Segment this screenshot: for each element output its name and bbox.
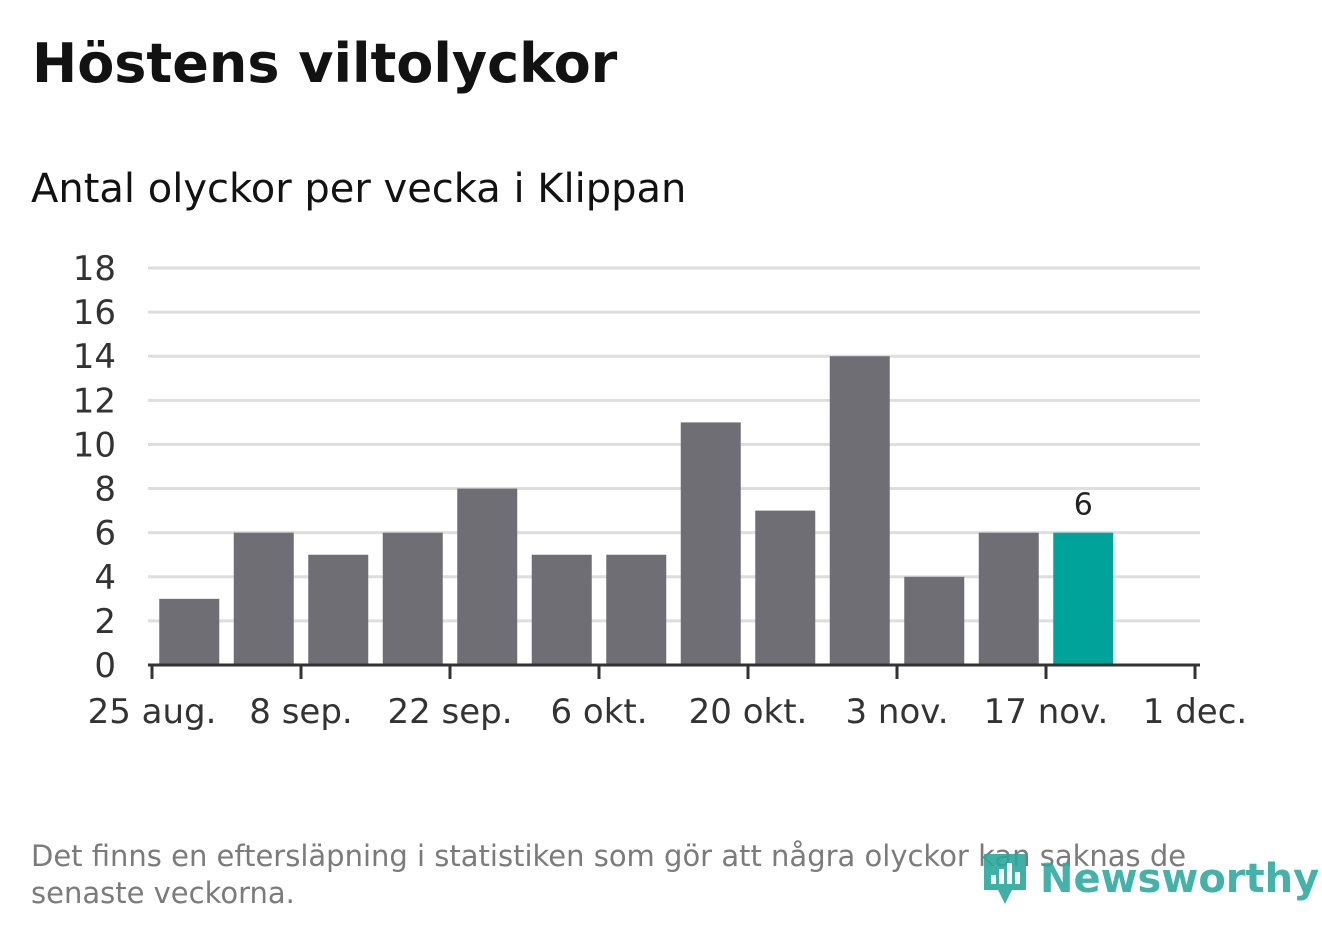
bar-17-nov	[978, 532, 1039, 665]
y-tick-label: 12	[73, 381, 116, 421]
x-tick-label: 22 sep.	[387, 692, 512, 732]
bar-8-sep	[233, 532, 294, 665]
data-labels: 6	[1074, 488, 1093, 523]
bar-22-sep	[382, 532, 443, 665]
bar-15-sep	[308, 554, 369, 665]
y-tick-label: 14	[73, 337, 116, 377]
bar-24-nov	[1053, 532, 1114, 665]
bars	[159, 356, 1114, 665]
brand-name: Newsworthy	[1040, 856, 1320, 902]
x-tick-label: 17 nov.	[984, 692, 1109, 732]
y-tick-label: 8	[94, 470, 116, 510]
y-tick-label: 18	[73, 249, 116, 289]
bar-13-okt	[606, 554, 667, 665]
x-tick-label: 25 aug.	[88, 692, 217, 732]
bar-20-okt	[680, 422, 741, 665]
chart-title: Höstens viltolyckor	[32, 32, 618, 95]
y-tick-label: 16	[73, 293, 116, 333]
bar-3-nov	[829, 356, 890, 665]
chart-subtitle: Antal olyckor per vecka i Klippan	[31, 166, 687, 212]
y-tick-label: 10	[73, 425, 116, 465]
newsworthy-logo-icon	[984, 854, 1026, 904]
y-tick-label: 2	[94, 602, 116, 642]
bar-27-okt	[755, 510, 816, 665]
bar-29-sep	[457, 488, 518, 665]
bar-10-nov	[904, 576, 965, 665]
bar-1-sep	[159, 598, 220, 665]
x-tick-label: 20 okt.	[689, 692, 808, 732]
bar-6-okt	[531, 554, 592, 665]
y-tick-label: 4	[94, 558, 116, 598]
y-tick-label: 6	[94, 514, 116, 554]
x-tick-label: 3 nov.	[845, 692, 948, 732]
data-label: 6	[1074, 488, 1093, 523]
gridlines	[148, 266, 1200, 623]
brand-logo: Newsworthy	[980, 850, 1319, 908]
x-tick-label: 1 dec.	[1143, 692, 1247, 732]
x-tick-label: 8 sep.	[249, 692, 352, 732]
y-tick-label: 0	[94, 646, 116, 686]
x-axis: 25 aug. 8 sep. 22 sep. 6 okt. 20 okt. 3 nov. 1…	[88, 663, 1247, 732]
x-tick-label: 6 okt.	[550, 692, 647, 732]
